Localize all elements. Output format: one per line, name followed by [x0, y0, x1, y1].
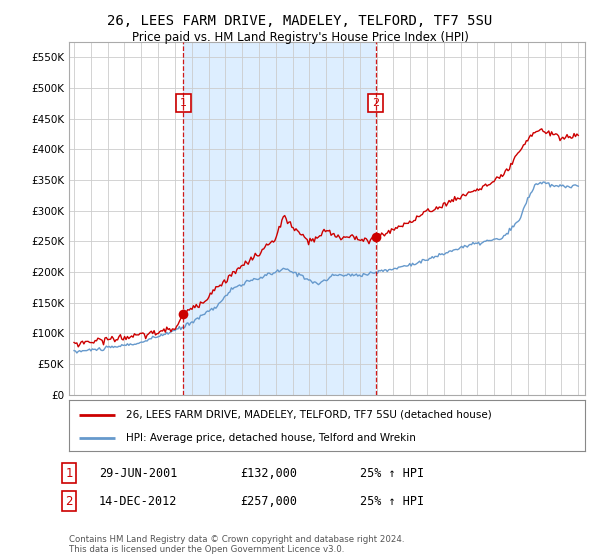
Bar — [183, 42, 376, 395]
Text: 26, LEES FARM DRIVE, MADELEY, TELFORD, TF7 5SU (detached house): 26, LEES FARM DRIVE, MADELEY, TELFORD, T… — [126, 409, 491, 419]
Text: £257,000: £257,000 — [240, 494, 297, 508]
Text: Price paid vs. HM Land Registry's House Price Index (HPI): Price paid vs. HM Land Registry's House … — [131, 31, 469, 44]
Text: 2: 2 — [65, 494, 73, 508]
Text: 26, LEES FARM DRIVE, MADELEY, TELFORD, TF7 5SU: 26, LEES FARM DRIVE, MADELEY, TELFORD, T… — [107, 14, 493, 28]
Text: 25% ↑ HPI: 25% ↑ HPI — [360, 494, 424, 508]
Text: 25% ↑ HPI: 25% ↑ HPI — [360, 466, 424, 480]
Text: 2: 2 — [373, 99, 379, 108]
Text: 1: 1 — [180, 99, 187, 108]
Text: £132,000: £132,000 — [240, 466, 297, 480]
Text: 1: 1 — [65, 466, 73, 480]
Text: 29-JUN-2001: 29-JUN-2001 — [99, 466, 178, 480]
Text: HPI: Average price, detached house, Telford and Wrekin: HPI: Average price, detached house, Telf… — [126, 433, 416, 443]
Text: 14-DEC-2012: 14-DEC-2012 — [99, 494, 178, 508]
Text: Contains HM Land Registry data © Crown copyright and database right 2024.
This d: Contains HM Land Registry data © Crown c… — [69, 535, 404, 554]
